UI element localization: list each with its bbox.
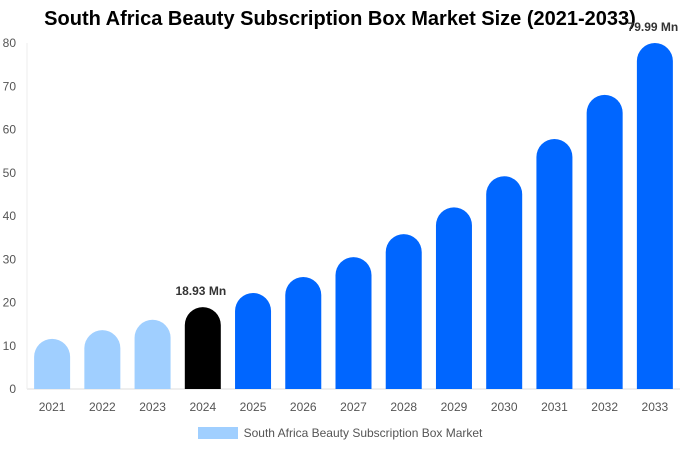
x-tick-label: 2022 — [89, 400, 116, 414]
legend-label: South Africa Beauty Subscription Box Mar… — [243, 426, 483, 440]
y-tick-label: 0 — [9, 382, 16, 396]
x-tick-label: 2024 — [189, 400, 216, 414]
y-tick-label: 10 — [3, 339, 17, 353]
x-tick-label: 2027 — [340, 400, 367, 414]
y-tick-label: 80 — [3, 36, 17, 50]
y-tick-label: 30 — [3, 252, 17, 266]
bar-2026 — [285, 276, 322, 389]
x-tick-label: 2029 — [441, 400, 468, 414]
x-tick-label: 2028 — [390, 400, 417, 414]
x-tick-label: 2032 — [591, 400, 618, 414]
legend: South Africa Beauty Subscription Box Mar… — [0, 426, 680, 440]
bar-2030 — [486, 176, 523, 389]
bar-2025 — [235, 293, 272, 389]
bar-2028 — [385, 234, 422, 389]
bar-2023 — [134, 319, 171, 389]
x-tick-label: 2030 — [491, 400, 518, 414]
chart-title: South Africa Beauty Subscription Box Mar… — [44, 8, 636, 30]
y-tick-label: 50 — [3, 166, 17, 180]
bar-2032 — [586, 94, 623, 389]
x-tick-label: 2021 — [39, 400, 66, 414]
bar-2031 — [536, 139, 573, 389]
y-tick-label: 20 — [3, 296, 17, 310]
bar-2029 — [435, 207, 472, 389]
bar-2027 — [335, 257, 372, 389]
bar-2022 — [84, 330, 121, 389]
y-tick-label: 70 — [3, 79, 17, 93]
x-tick-label: 2031 — [541, 400, 568, 414]
data-label: 79.99 Mn — [628, 20, 679, 34]
bar-2021 — [34, 338, 71, 389]
x-tick-label: 2023 — [139, 400, 166, 414]
y-tick-label: 40 — [3, 209, 17, 223]
y-tick-label: 60 — [3, 123, 17, 137]
bar-2024 — [184, 307, 221, 389]
legend-swatch — [197, 427, 238, 439]
x-tick-label: 2026 — [290, 400, 317, 414]
x-tick-label: 2025 — [240, 400, 267, 414]
bar-2033 — [636, 43, 673, 390]
data-label: 18.93 Mn — [175, 284, 226, 298]
x-tick-label: 2033 — [642, 400, 669, 414]
